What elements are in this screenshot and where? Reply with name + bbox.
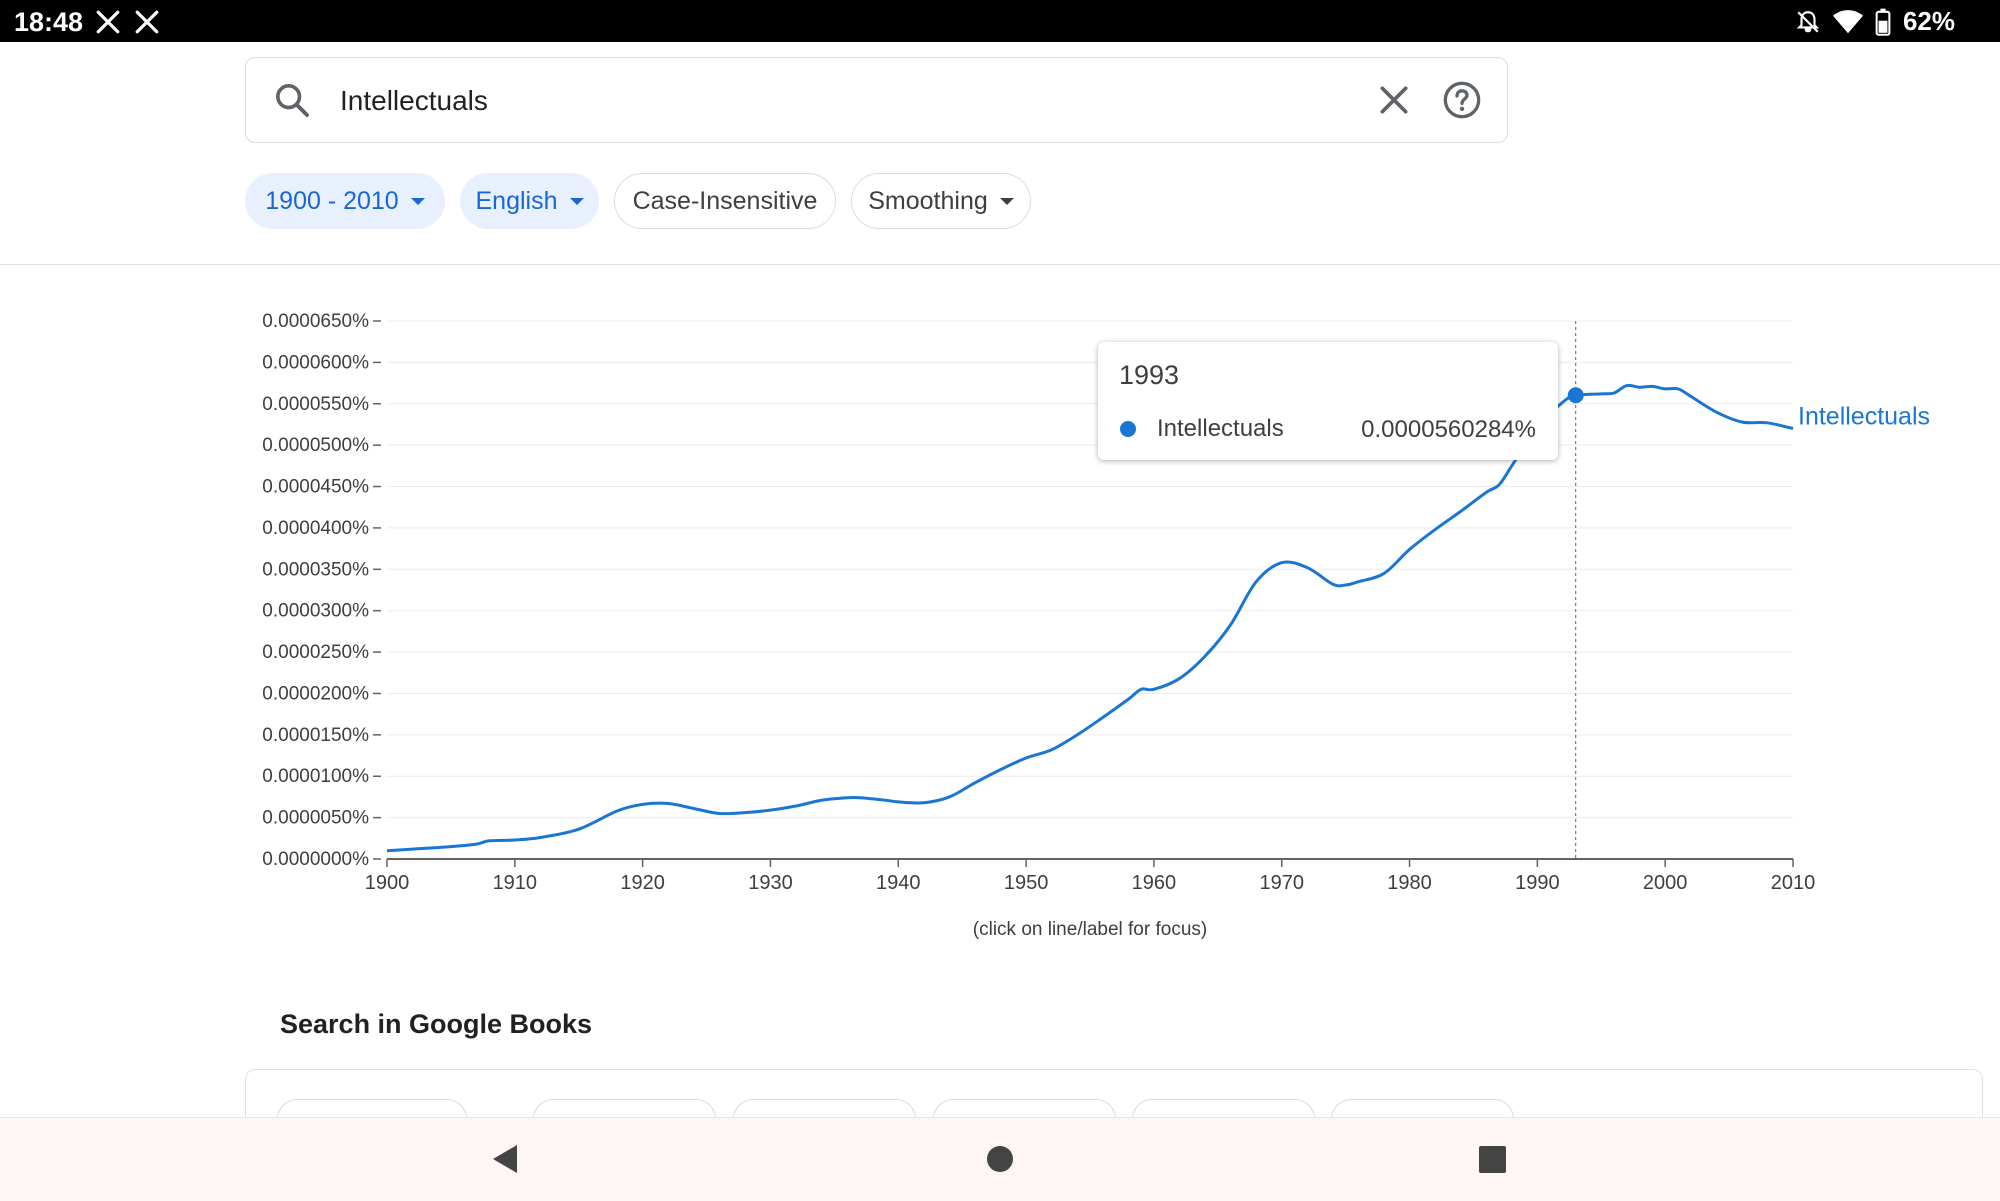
y-tick-label: 0.0000050% bbox=[262, 808, 369, 829]
y-tick-label: 0.0000650% bbox=[262, 311, 369, 332]
y-tick-label: 0.0000450% bbox=[262, 477, 369, 498]
smoothing-label: Smoothing bbox=[868, 186, 988, 215]
clear-icon[interactable] bbox=[1374, 80, 1414, 120]
x-tick-label: 1970 bbox=[1259, 872, 1304, 894]
y-axis: 0.0000000% 0.0000050% 0.0000100% 0.0000150%… bbox=[262, 311, 381, 870]
case-label: Case-Insensitive bbox=[632, 186, 818, 215]
search-box bbox=[245, 57, 1508, 143]
chart-tooltip: 1993 Intellectuals 0.0000560284% bbox=[1098, 342, 1558, 460]
header-divider bbox=[0, 264, 2000, 265]
x-tick-label: 1900 bbox=[365, 872, 410, 894]
year-range-chip[interactable]: 1900 - 2010 bbox=[245, 173, 445, 229]
chart-caption: (click on line/label for focus) bbox=[972, 919, 1208, 940]
x-tick-label: 1960 bbox=[1132, 872, 1177, 894]
y-tick-label: 0.0000100% bbox=[262, 766, 369, 787]
tooltip-series-name: Intellectuals bbox=[1157, 415, 1284, 442]
corpus-label: English bbox=[475, 186, 558, 215]
year-range-label: 1900 - 2010 bbox=[265, 186, 399, 215]
x-tick-label: 1910 bbox=[493, 872, 538, 894]
y-tick-label: 0.0000150% bbox=[262, 725, 369, 746]
x-tick-label: 2010 bbox=[1771, 872, 1816, 894]
search-input[interactable] bbox=[338, 76, 1242, 126]
x-app-icon bbox=[96, 10, 120, 34]
y-tick-label: 0.0000300% bbox=[262, 601, 369, 622]
y-tick-label: 0.0000200% bbox=[262, 683, 369, 704]
x-tick-label: 1990 bbox=[1515, 872, 1560, 894]
series-dot-icon bbox=[1120, 421, 1136, 437]
x-axis: 1900 1910 1920 1930 1940 1950 1960 1970 1980 1990… bbox=[365, 858, 1816, 894]
series-line-intellectuals[interactable] bbox=[386, 383, 1794, 853]
back-icon[interactable] bbox=[465, 1118, 545, 1201]
x-tick-label: 1940 bbox=[876, 872, 921, 894]
battery-level: 62% bbox=[1902, 6, 1955, 36]
books-section-title: Search in Google Books bbox=[280, 1009, 593, 1039]
x-tick-label: 1980 bbox=[1387, 872, 1432, 894]
smoothing-chip[interactable]: Smoothing bbox=[851, 173, 1031, 229]
corpus-chip[interactable]: English bbox=[460, 173, 599, 229]
notifications-off-icon bbox=[1796, 10, 1820, 33]
search-icon bbox=[276, 84, 309, 117]
chevron-down-icon bbox=[410, 197, 425, 205]
case-insensitive-chip[interactable]: Case-Insensitive bbox=[614, 173, 836, 229]
chevron-down-icon bbox=[569, 197, 584, 205]
highlight-point bbox=[1567, 387, 1584, 404]
x-tick-label: 1950 bbox=[1004, 872, 1049, 894]
books-panel bbox=[245, 1069, 1983, 1129]
y-tick-label: 0.0000250% bbox=[262, 642, 369, 663]
chart-grid bbox=[387, 320, 1793, 819]
x-tick-label: 1920 bbox=[620, 872, 665, 894]
home-icon[interactable] bbox=[960, 1118, 1040, 1201]
y-tick-label: 0.0000400% bbox=[262, 518, 369, 539]
x-tick-label: 2000 bbox=[1643, 872, 1688, 894]
y-tick-label: 0.0000500% bbox=[262, 435, 369, 456]
battery-icon bbox=[1875, 8, 1891, 36]
chevron-down-icon bbox=[999, 197, 1014, 205]
y-tick-label: 0.0000000% bbox=[262, 849, 369, 870]
y-tick-label: 0.0000550% bbox=[262, 394, 369, 415]
help-icon[interactable] bbox=[1442, 80, 1482, 120]
x-app-icon bbox=[135, 10, 159, 34]
status-time: 18:48 bbox=[14, 7, 84, 37]
y-tick-label: 0.0000350% bbox=[262, 559, 369, 580]
ngram-chart[interactable]: 0.0000000% 0.0000050% 0.0000100% 0.0000150%… bbox=[0, 290, 2000, 910]
series-label-intellectuals[interactable]: Intellectuals bbox=[1798, 403, 1930, 431]
tooltip-year: 1993 bbox=[1119, 360, 1180, 390]
wifi-icon bbox=[1832, 9, 1863, 33]
navigation-bar bbox=[0, 1117, 2000, 1201]
x-tick-label: 1930 bbox=[748, 872, 793, 894]
status-bar: 18:48 62% bbox=[0, 0, 2000, 42]
y-tick-label: 0.0000600% bbox=[262, 352, 369, 373]
tooltip-value: 0.0000560284% bbox=[1361, 416, 1536, 443]
recents-icon[interactable] bbox=[1452, 1118, 1532, 1201]
